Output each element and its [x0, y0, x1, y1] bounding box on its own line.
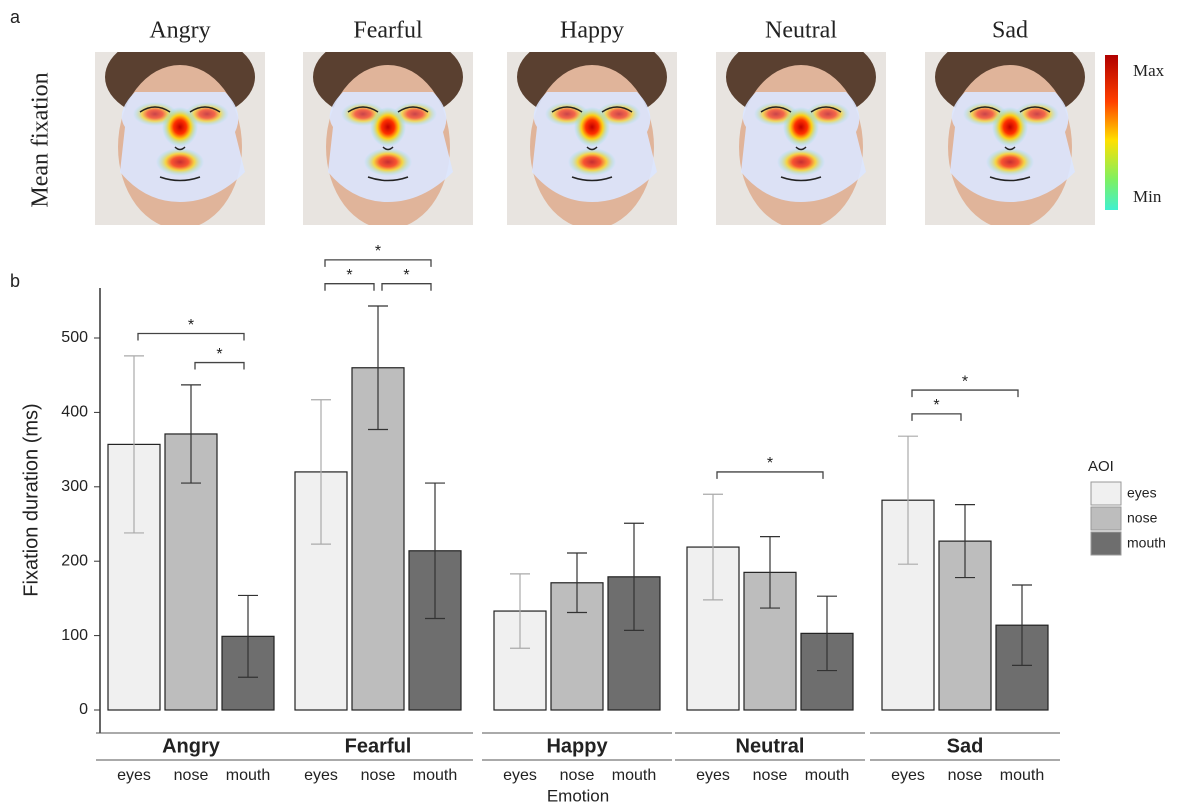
error-bar — [760, 536, 780, 609]
x-sub-label: nose — [948, 767, 983, 784]
x-sub-label: eyes — [891, 767, 925, 784]
significance-bracket — [194, 361, 245, 370]
significance-label: * — [346, 267, 352, 284]
y-tick-label: 300 — [61, 478, 88, 495]
significance-bracket — [716, 471, 824, 479]
face-heatmap — [95, 52, 265, 225]
legend-swatch — [1090, 531, 1122, 556]
category-label: Neutral — [736, 735, 805, 757]
panel-label: b — [10, 271, 20, 291]
legend-swatch — [1090, 506, 1122, 531]
heatmap-ylabel: Mean fixation — [28, 72, 54, 207]
significance-bracket — [137, 332, 245, 341]
bar — [294, 471, 348, 711]
face-heatmap — [925, 52, 1095, 225]
category-label: Sad — [947, 735, 984, 757]
error-bar — [425, 482, 445, 620]
x-sub-label: mouth — [226, 767, 270, 784]
significance-label: * — [933, 397, 939, 414]
x-sub-label: nose — [174, 767, 209, 784]
face-title: Angry — [149, 18, 210, 44]
significance-bracket — [911, 413, 962, 421]
x-sub-label: mouth — [612, 767, 656, 784]
face-title: Sad — [992, 18, 1028, 44]
x-sub-label: mouth — [1000, 767, 1044, 784]
error-bar — [817, 595, 837, 672]
x-sub-label: eyes — [503, 767, 537, 784]
significance-label: * — [216, 346, 222, 363]
face-heatmap — [507, 52, 677, 225]
y-tick-label: 200 — [61, 552, 88, 569]
x-sub-label: eyes — [304, 767, 338, 784]
significance-label: * — [962, 373, 968, 390]
x-sub-label: mouth — [805, 767, 849, 784]
x-sub-label: nose — [361, 767, 396, 784]
significance-label: * — [188, 317, 194, 334]
x-sub-label: eyes — [696, 767, 730, 784]
significance-label: * — [403, 267, 409, 284]
y-tick-label: 0 — [79, 701, 88, 718]
significance-bracket — [324, 283, 375, 291]
x-axis-label: Emotion — [547, 786, 609, 805]
face-title: Neutral — [765, 18, 837, 44]
legend-label: eyes — [1127, 485, 1157, 501]
y-tick-label: 100 — [61, 627, 88, 644]
error-bar — [368, 305, 388, 431]
legend-title: AOI — [1088, 458, 1114, 475]
colorbar-max: Max — [1133, 61, 1165, 80]
category-label: Fearful — [345, 735, 412, 757]
face-title: Fearful — [353, 18, 423, 44]
face-heatmap — [303, 52, 473, 225]
error-bar — [238, 594, 258, 678]
x-sub-label: nose — [753, 767, 788, 784]
y-axis-label: Fixation duration (ms) — [20, 403, 42, 596]
error-bar — [624, 522, 644, 631]
legend-label: nose — [1127, 510, 1158, 526]
x-sub-label: mouth — [413, 767, 457, 784]
legend-label: mouth — [1127, 535, 1166, 551]
face-heatmap — [716, 52, 886, 225]
error-bar — [703, 493, 723, 601]
error-bar — [567, 552, 587, 614]
error-bar — [1012, 584, 1032, 666]
error-bar — [955, 504, 975, 579]
x-sub-label: eyes — [117, 767, 151, 784]
colorbar — [1105, 55, 1118, 210]
error-bar — [124, 355, 144, 534]
significance-bracket — [911, 389, 1019, 398]
significance-label: * — [375, 243, 381, 260]
significance-bracket — [381, 283, 432, 291]
legend-swatch — [1090, 481, 1122, 506]
category-label: Angry — [162, 735, 221, 757]
error-bar — [181, 384, 201, 484]
significance-bracket — [324, 259, 432, 267]
category-label: Happy — [546, 735, 608, 757]
error-bar — [898, 435, 918, 565]
y-tick-label: 500 — [61, 329, 88, 346]
face-title: Happy — [560, 18, 624, 44]
error-bar — [311, 399, 331, 545]
y-tick-label: 400 — [61, 404, 88, 421]
significance-label: * — [767, 455, 773, 472]
colorbar-min: Min — [1133, 187, 1162, 206]
panel-label: a — [10, 7, 21, 27]
error-bar — [510, 573, 530, 649]
x-sub-label: nose — [560, 767, 595, 784]
